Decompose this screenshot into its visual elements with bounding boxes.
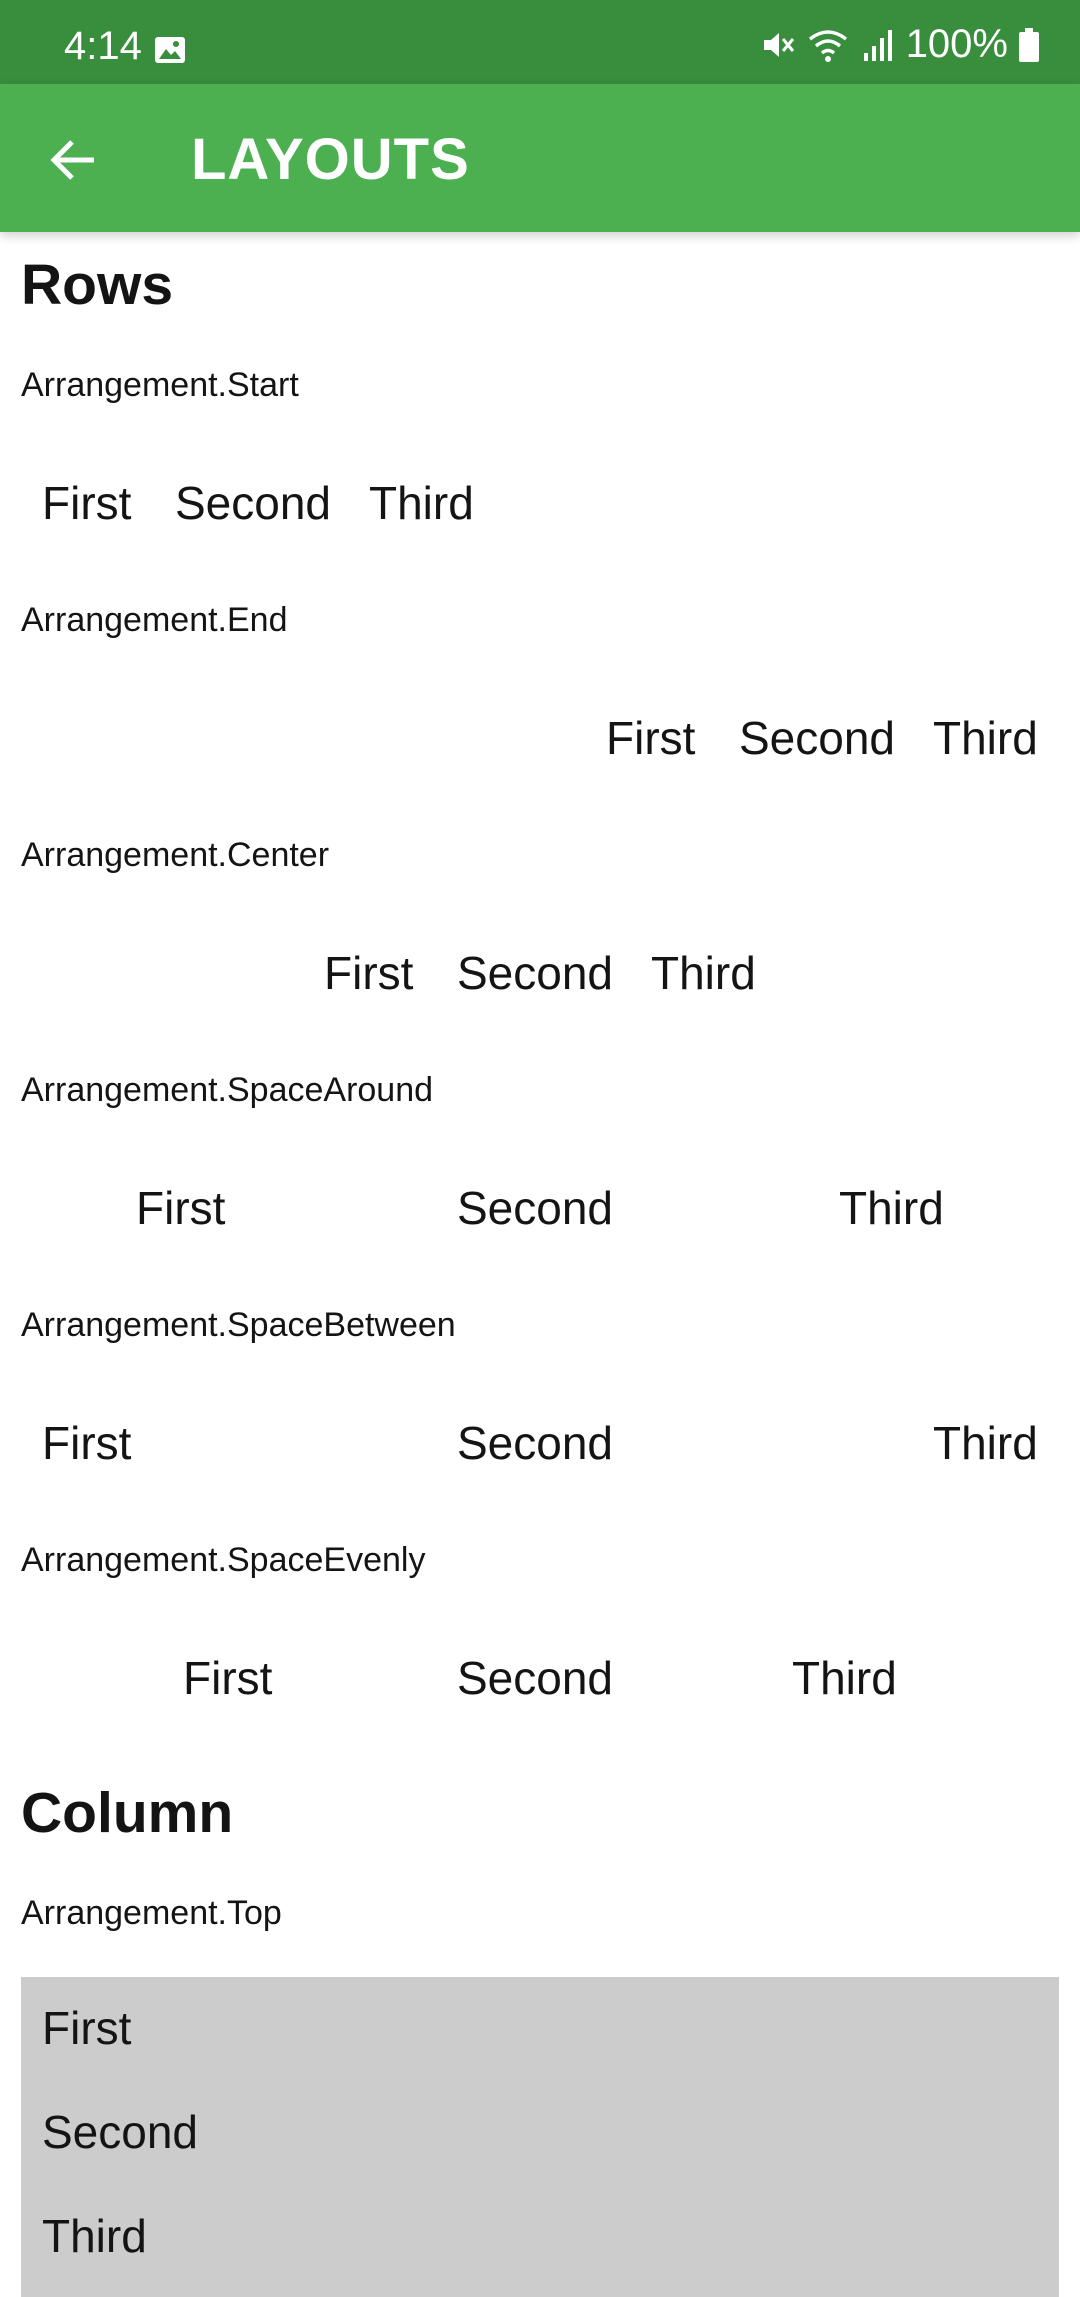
row-arrangement-end: First Second Third <box>21 711 1059 771</box>
row-item-third: Third <box>839 1182 944 1234</box>
arrangement-label: Arrangement.SpaceAround <box>21 1071 434 1109</box>
status-time: 4:14 <box>64 24 142 68</box>
row-item-first: First <box>324 947 414 999</box>
arrangement-label: Arrangement.SpaceEvenly <box>21 1541 426 1579</box>
app-bar: LAYOUTS <box>0 84 1080 232</box>
row-item-first: First <box>606 712 696 764</box>
row-item-second: Second <box>457 1182 614 1234</box>
status-icons: 100% <box>760 22 1040 67</box>
row-item-third: Third <box>933 712 1038 764</box>
page-title: LAYOUTS <box>191 127 470 192</box>
row-item-first: First <box>136 1182 226 1234</box>
row-item-third: Third <box>369 477 474 529</box>
arrangement-label: Arrangement.End <box>21 601 288 639</box>
row-item-second: Second <box>457 947 614 999</box>
wifi-icon <box>806 27 850 63</box>
row-item-first: First <box>183 1652 273 1704</box>
mute-icon <box>760 27 796 63</box>
row-item-first: First <box>42 1417 132 1469</box>
battery-icon <box>1018 27 1040 63</box>
status-bar: 4:14 100% <box>0 0 1080 84</box>
column-heading: Column <box>21 1781 234 1845</box>
rows-heading: Rows <box>21 253 174 317</box>
back-button[interactable] <box>36 124 112 200</box>
row-arrangement-start: First Second Third <box>21 476 1059 536</box>
row-item-third: Third <box>933 1417 1038 1469</box>
row-item-second: Second <box>457 1652 614 1704</box>
arrangement-label: Arrangement.SpaceBetween <box>21 1306 456 1344</box>
arrangement-label: Arrangement.Center <box>21 836 330 874</box>
arrangement-label: Arrangement.Start <box>21 366 299 404</box>
row-item-second: Second <box>175 477 332 529</box>
row-item-second: Second <box>739 712 896 764</box>
column-item-third: Third <box>42 2210 147 2262</box>
image-icon <box>154 36 186 64</box>
row-item-first: First <box>42 477 132 529</box>
column-item-second: Second <box>42 2106 199 2158</box>
row-item-third: Third <box>651 947 756 999</box>
row-item-third: Third <box>792 1652 897 1704</box>
arrangement-label: Arrangement.Top <box>21 1894 282 1932</box>
arrow-back-icon <box>50 138 98 187</box>
battery-percent: 100% <box>905 22 1008 66</box>
column-arrangement-top: First Second Third <box>21 1977 1059 2297</box>
row-item-second: Second <box>457 1417 614 1469</box>
row-arrangement-spaceevenly: First Second Third <box>21 1651 1059 1711</box>
row-arrangement-center: First Second Third <box>21 946 1059 1006</box>
row-arrangement-spacebetween: First Second Third <box>21 1416 1059 1476</box>
row-arrangement-spacearound: First Second Third <box>21 1181 1059 1241</box>
column-item-first: First <box>42 2002 132 2054</box>
signal-icon <box>860 27 896 63</box>
